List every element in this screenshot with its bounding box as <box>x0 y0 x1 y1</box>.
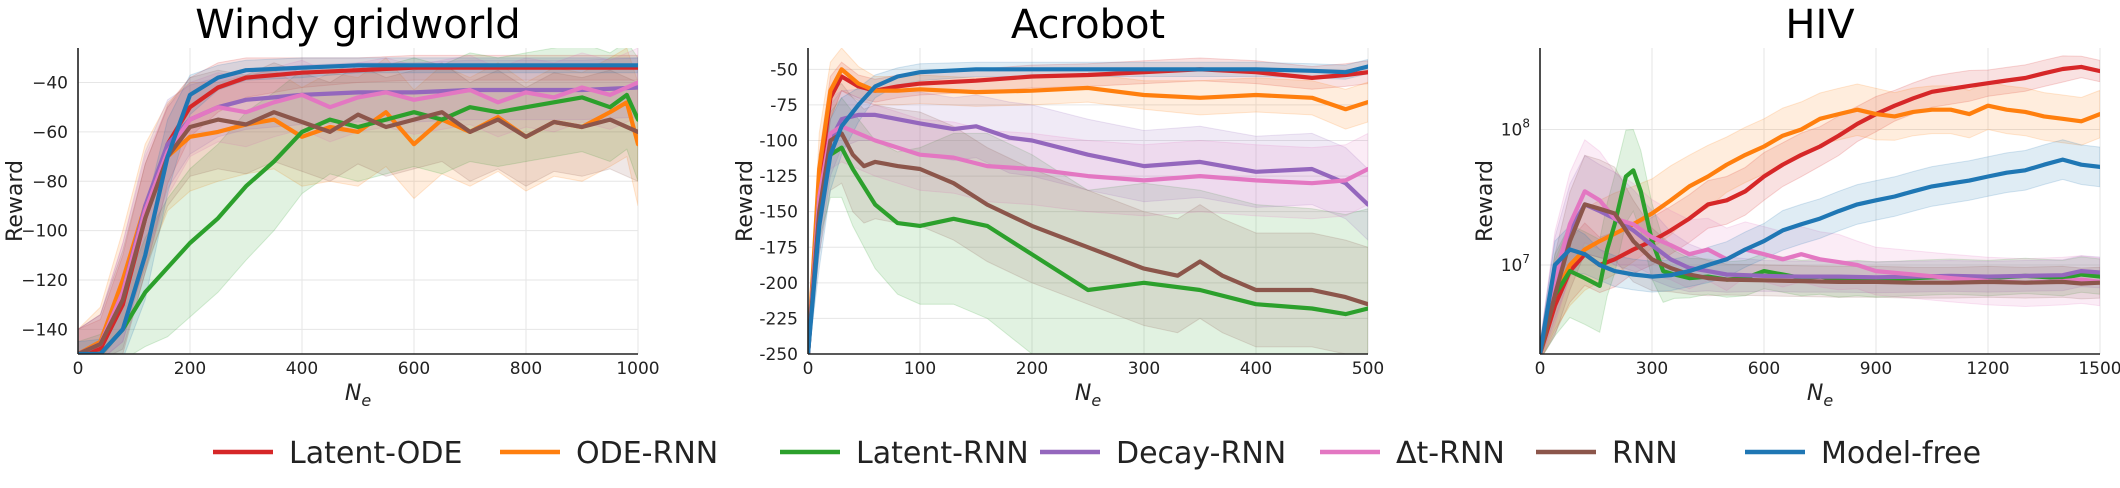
y-tick-label: −80 <box>32 172 68 192</box>
x-tick-label: 0 <box>803 359 814 379</box>
plot-area <box>1540 55 2100 354</box>
band-latent-ode <box>78 54 638 354</box>
legend-label: ODE-RNN <box>576 436 718 471</box>
legend: Latent-ODE ODE-RNN Latent-RNN Decay-RNN Δt-R… <box>213 436 1981 471</box>
band-latent-rnn <box>1540 128 2100 354</box>
legend-label: Decay-RNN <box>1116 436 1286 471</box>
legend-label: Model-free <box>1821 436 1981 471</box>
band-rnn <box>808 82 1368 354</box>
x-tick-label: 600 <box>1748 359 1780 379</box>
plot-area <box>808 48 1368 354</box>
chart-panels: 0 200 400 600 800 1000−140−120−100−80−60−40Wi… <box>3 2 2120 410</box>
legend-item-latent-ode: Latent-ODE <box>213 436 462 471</box>
x-tick-label: 900 <box>1860 359 1892 379</box>
series-line-rnn <box>1540 202 2100 354</box>
band-t-rnn <box>78 48 638 354</box>
series-line-latent-ode <box>1540 64 2100 354</box>
x-tick-label: 1500 <box>2078 359 2120 379</box>
legend-label: Δt-RNN <box>1396 436 1505 471</box>
series-line-t-rnn <box>78 80 638 354</box>
x-axis-label: Ne <box>1807 381 1833 410</box>
y-tick-label: -150 <box>759 203 798 223</box>
series-line-latent-rnn <box>78 92 638 354</box>
legend-item-ode-rnn: ODE-RNN <box>500 436 718 471</box>
band-rnn <box>1540 154 2100 354</box>
band-latent-rnn <box>808 96 1368 354</box>
y-axis-label: Reward <box>3 160 28 242</box>
band-model-free <box>78 57 638 354</box>
series-line-model-free <box>1540 157 2100 354</box>
chart-hiv: 0 300 600 900 1200 1500 107 108 HIV Ne Reward <box>1473 2 2120 410</box>
y-tick-label: -125 <box>759 167 798 187</box>
x-tick-label: 300 <box>1636 359 1668 379</box>
y-tick-label: -100 <box>759 132 798 152</box>
y-tick-label: -225 <box>759 309 798 329</box>
series-line-latent-rnn <box>808 145 1368 354</box>
y-tick-label: −60 <box>32 123 68 143</box>
legend-item-decay-rnn: Decay-RNN <box>1040 436 1286 471</box>
y-tick-label: -250 <box>759 345 798 365</box>
legend-item-model-free: Model-free <box>1745 436 1981 471</box>
x-axis-label: Ne <box>1075 381 1101 410</box>
y-tick-label: 107 <box>1501 252 1530 276</box>
series-line-model-free <box>78 63 638 354</box>
y-tick-label: -175 <box>759 238 798 258</box>
band-ode-rnn <box>78 48 638 354</box>
y-tick-label: -200 <box>759 274 798 294</box>
y-tick-label: -50 <box>770 60 798 80</box>
y-axis-label: Reward <box>1473 160 1498 242</box>
chart-title: Acrobot <box>1011 2 1165 48</box>
y-tick-label: -75 <box>770 96 798 116</box>
y-tick-label: −140 <box>21 320 68 340</box>
x-tick-label: 600 <box>398 359 430 379</box>
series-line-model-free <box>808 64 1368 354</box>
y-tick-label: −120 <box>21 271 68 291</box>
series-line-rnn <box>78 110 638 354</box>
series-line-ode-rnn <box>1540 103 2100 354</box>
x-tick-label: 100 <box>904 359 936 379</box>
series-line-latent-ode <box>808 67 1368 354</box>
x-tick-label: 200 <box>1016 359 1048 379</box>
legend-label: Latent-ODE <box>289 436 462 471</box>
x-tick-label: 500 <box>1352 359 1384 379</box>
legend-label: Latent-RNN <box>856 436 1029 471</box>
legend-item-t-rnn: Δt-RNN <box>1320 436 1505 471</box>
x-tick-label: 200 <box>174 359 206 379</box>
x-tick-label: 400 <box>286 359 318 379</box>
y-tick-label: −40 <box>32 74 68 94</box>
x-tick-label: 800 <box>510 359 542 379</box>
legend-item-latent-rnn: Latent-RNN <box>780 436 1029 471</box>
series-line-decay-rnn <box>808 112 1368 354</box>
x-tick-label: 1000 <box>616 359 659 379</box>
chart-title: HIV <box>1785 2 1855 48</box>
y-tick-label: 108 <box>1501 117 1530 141</box>
x-axis-label: Ne <box>345 381 371 410</box>
chart-title: Windy gridworld <box>195 2 520 48</box>
chart-acrobot: 0 100 200 300 400 500 -250 -225 -200 -175 -150 -125… <box>733 2 1384 410</box>
plot-area <box>78 48 638 354</box>
x-tick-label: 0 <box>1535 359 1546 379</box>
band-latent-ode <box>1540 55 2100 354</box>
series-line-ode-rnn <box>808 67 1368 354</box>
x-tick-label: 300 <box>1128 359 1160 379</box>
chart-windy-gridworld: 0 200 400 600 800 1000 −140 −120 −100 −80 −60 −40 Wi… <box>3 2 660 410</box>
legend-label: RNN <box>1612 436 1678 471</box>
legend-item-rnn: RNN <box>1536 436 1678 471</box>
y-tick-label: −100 <box>21 222 68 242</box>
x-tick-label: 400 <box>1240 359 1272 379</box>
y-axis-label: Reward <box>733 160 758 242</box>
band-model-free <box>1540 139 2100 354</box>
series-line-rnn <box>808 131 1368 354</box>
x-tick-label: 1200 <box>1966 359 2009 379</box>
x-tick-label: 0 <box>73 359 84 379</box>
band-ode-rnn <box>808 48 1368 354</box>
